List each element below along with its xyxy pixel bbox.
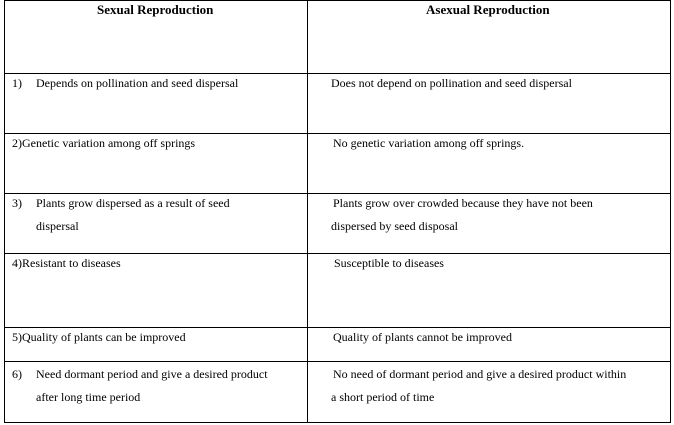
row-4-sexual: 4)Resistant to diseases xyxy=(12,252,121,275)
row-6-asexual-line-2: a short period of time xyxy=(331,390,435,404)
row-1-asexual: Does not depend on pollination and seed … xyxy=(331,76,572,90)
row-divider xyxy=(5,73,670,74)
row-2-sexual: 2)Genetic variation among off springs xyxy=(12,132,195,155)
cell-text: Need dormant period and give a desired p… xyxy=(36,367,268,381)
row-number: 5) xyxy=(12,330,22,344)
row-2-asexual: No genetic variation among off springs. xyxy=(333,136,525,150)
row-3-sexual: 3) Plants grow dispersed as a result of s… xyxy=(12,192,230,215)
row-number: 3) xyxy=(12,196,22,210)
cell-text: Quality of plants can be improved xyxy=(22,330,186,344)
comparison-table: Sexual Reproduction Asexual Reproduction… xyxy=(4,0,671,423)
row-number: 6) xyxy=(12,367,22,381)
row-5-asexual: Quality of plants cannot be improved xyxy=(333,330,512,344)
row-divider xyxy=(5,133,670,134)
row-number: 4) xyxy=(12,256,22,270)
row-6-asexual: No need of dormant period and give a des… xyxy=(333,367,627,381)
header-sexual-reproduction: Sexual Reproduction xyxy=(97,2,214,17)
row-divider xyxy=(5,193,670,194)
cell-text: Resistant to diseases xyxy=(22,256,121,270)
row-divider xyxy=(5,253,670,254)
row-4-asexual: Susceptible to diseases xyxy=(334,256,444,270)
row-divider xyxy=(5,361,670,362)
row-3-sexual-line-2: dispersal xyxy=(36,219,79,233)
row-number: 1) xyxy=(12,76,22,90)
row-number: 2) xyxy=(12,136,22,150)
header-asexual-reproduction: Asexual Reproduction xyxy=(426,2,550,17)
row-6-sexual-line-2: after long time period xyxy=(36,390,141,404)
row-6-sexual: 6) Need dormant period and give a desired… xyxy=(12,363,268,386)
column-divider xyxy=(307,1,308,422)
row-1-sexual: 1) Depends on pollination and seed disper… xyxy=(12,72,238,95)
cell-text: Depends on pollination and seed dispersa… xyxy=(36,76,239,90)
row-5-sexual: 5)Quality of plants can be improved xyxy=(12,326,186,349)
cell-text: Plants grow dispersed as a result of see… xyxy=(36,196,230,210)
row-3-asexual-line-2: dispersed by seed disposal xyxy=(331,219,458,233)
cell-text: Genetic variation among off springs xyxy=(22,136,196,150)
row-3-asexual: Plants grow over crowded because they ha… xyxy=(333,196,593,210)
row-divider xyxy=(5,327,670,328)
